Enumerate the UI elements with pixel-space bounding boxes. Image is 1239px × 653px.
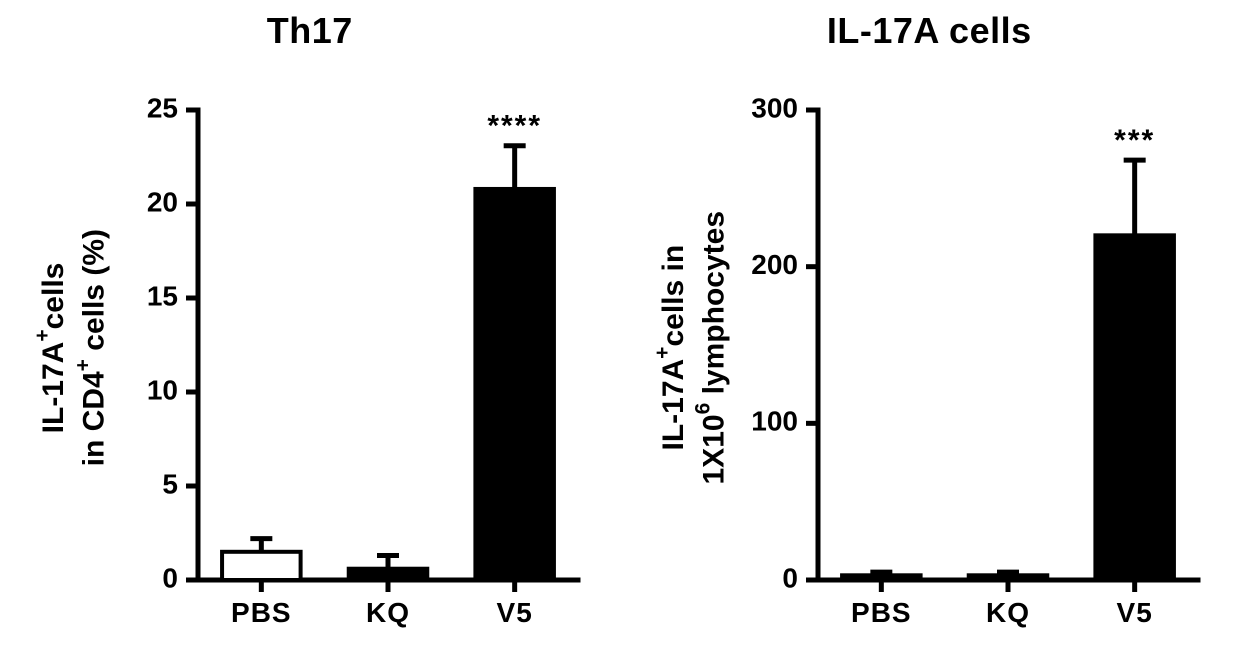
left-chart-plot: 0 5 10 15 20 25 PBS KQ V5 **** bbox=[118, 60, 588, 635]
svg-text:20: 20 bbox=[147, 186, 178, 217]
right-chart-ylabel: IL-17A+cells in1X106 lymphocytes bbox=[651, 211, 732, 485]
svg-text:10: 10 bbox=[147, 374, 178, 405]
right-chart-title: IL-17A cells bbox=[827, 10, 1032, 52]
svg-text:PBS: PBS bbox=[231, 597, 292, 628]
svg-text:***: *** bbox=[1114, 124, 1155, 157]
svg-text:300: 300 bbox=[751, 92, 798, 123]
svg-text:****: **** bbox=[488, 110, 543, 143]
right-chart-plot: 0 100 200 300 PBS KQ V5 *** bbox=[738, 60, 1208, 635]
svg-text:25: 25 bbox=[147, 92, 178, 123]
svg-text:0: 0 bbox=[782, 562, 798, 593]
right-chart-body: IL-17A+cells in1X106 lymphocytes 0 100 200… bbox=[651, 60, 1208, 635]
left-chart-container: Th17 IL-17A+cellsin CD4+ cells (%) 0 5 10 1… bbox=[31, 10, 588, 635]
svg-text:0: 0 bbox=[163, 562, 179, 593]
right-chart-container: IL-17A cells IL-17A+cells in1X106 lympho… bbox=[651, 10, 1208, 635]
svg-text:V5: V5 bbox=[497, 597, 533, 628]
svg-text:5: 5 bbox=[163, 468, 179, 499]
svg-text:15: 15 bbox=[147, 280, 178, 311]
svg-text:PBS: PBS bbox=[851, 597, 912, 628]
svg-text:V5: V5 bbox=[1116, 597, 1152, 628]
svg-text:100: 100 bbox=[751, 406, 798, 437]
svg-text:KQ: KQ bbox=[986, 597, 1030, 628]
left-chart-body: IL-17A+cellsin CD4+ cells (%) 0 5 10 15 20 25… bbox=[31, 60, 588, 635]
svg-text:KQ: KQ bbox=[366, 597, 410, 628]
left-chart-title: Th17 bbox=[267, 10, 353, 52]
svg-text:200: 200 bbox=[751, 249, 798, 280]
left-chart-ylabel: IL-17A+cellsin CD4+ cells (%) bbox=[31, 229, 112, 466]
